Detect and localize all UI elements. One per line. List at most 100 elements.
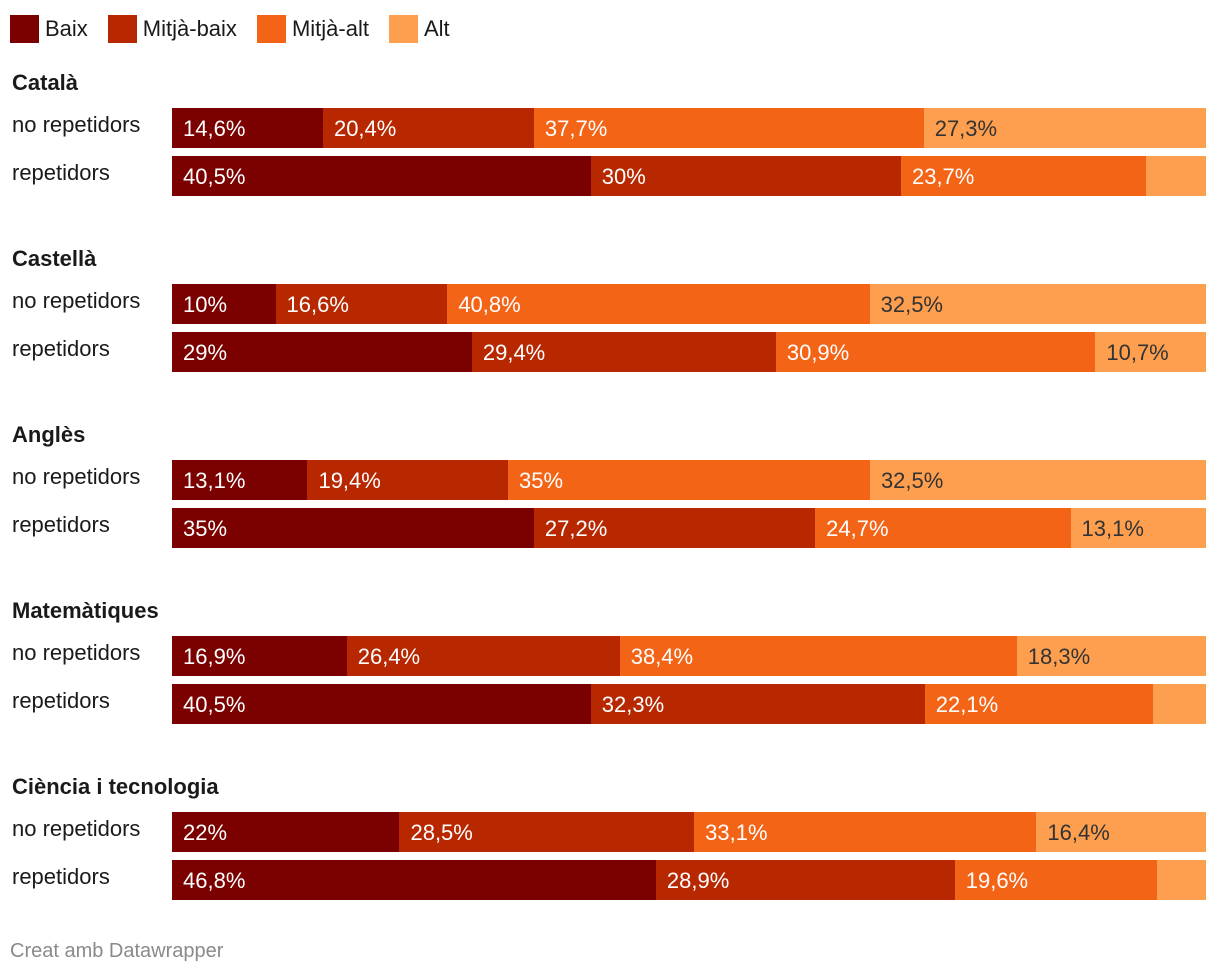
data-label: 13,1% [1081,516,1144,541]
bar-segment-baix: 29% [172,332,472,372]
data-label: 38,4% [630,644,694,669]
row-label: repetidors [12,688,110,713]
data-label: 24,7% [826,516,889,541]
bar-segment-baix: 22% [172,812,400,852]
bar-segment-mitjà-alt: 38,4% [619,636,1017,676]
bar-segment-mitjà-baix: 28,5% [399,812,695,852]
data-label: 40,5% [183,164,246,189]
data-label: 35% [519,468,564,493]
bar-row: 29% 29,4% 30,9% 10,7% [172,332,1206,372]
bar-segment-baix: 16,9% [172,636,347,676]
bar-segment-mitjà-baix: 32,3% [590,684,925,724]
bar-row: 13,1% 19,4% 35% 32,5% [172,460,1206,500]
data-label: 23,7% [911,164,975,189]
legend-swatch [107,15,137,43]
legend-item-1: Mitjà-baix [107,15,237,43]
data-label: 35% [183,516,228,541]
bar-segment-alt [1146,156,1206,196]
legend: Baix Mitjà-baix Mitjà-alt Alt [10,14,470,44]
legend-label: Baix [45,16,88,41]
bar-segment-mitjà-alt: 37,7% [533,108,924,148]
data-label: 32,3% [601,692,665,717]
bar-segment-mitjà-alt: 22,1% [924,684,1154,724]
legend-swatch [10,15,39,43]
row-label: repetidors [12,160,110,185]
data-label: 37,7% [544,116,608,141]
bar-segment-mitjà-alt: 24,7% [815,508,1071,548]
bar-segment-alt: 32,5% [869,460,1206,500]
data-label: 30,9% [786,340,850,365]
bar-row: 46,8% 28,9% 19,6% [172,860,1206,900]
bar-row: 35% 27,2% 24,7% 13,1% [172,508,1206,548]
data-label: 16,6% [286,292,349,317]
data-label: 33,1% [705,820,768,845]
data-label: 18,3% [1027,644,1091,669]
bar-segment-alt: 32,5% [869,284,1206,324]
group-title: Català [12,70,79,95]
bar-segment-baix: 14,6% [172,108,323,148]
legend-item-0: Baix [10,15,88,43]
bar-segment-baix: 46,8% [172,860,656,900]
bar-segment-mitjà-alt: 33,1% [694,812,1037,852]
bar-segment-baix: 40,5% [172,684,591,724]
bar-segment-baix: 13,1% [172,460,308,500]
data-label: 27,2% [544,516,608,541]
data-label: 28,5% [410,820,473,845]
bar-segment-alt: 16,4% [1036,812,1206,852]
stacked-bar-chart: Català no repetidors 14,6% 20,4% 37,7% 27,3% r… [12,70,1206,900]
data-label: 46,8% [183,868,246,893]
group-title: Ciència i tecnologia [12,774,219,799]
bar-segment-mitjà-alt: 23,7% [900,156,1147,196]
row-label: no repetidors [12,464,141,489]
data-label: 30% [601,164,646,189]
legend-item-3: Alt [388,15,450,43]
legend-swatch [388,15,418,43]
bar-segment-alt [1157,860,1206,900]
data-label: 19,4% [318,468,381,493]
bar-segment-baix: 35% [172,508,534,548]
data-label: 27,3% [934,116,998,141]
bar-segment-baix: 10% [172,284,276,324]
bar-row: 16,9% 26,4% 38,4% 18,3% [172,636,1206,676]
bar-segment-mitjà-baix: 20,4% [322,108,534,148]
bar-row: 22% 28,5% 33,1% 16,4% [172,812,1206,852]
legend-label: Mitjà-alt [291,16,369,41]
row-label: repetidors [12,864,110,889]
bar-segment-alt [1153,684,1206,724]
data-label: 40,8% [458,292,521,317]
footer-credit: Creat amb Datawrapper [10,940,224,962]
bar-row: 40,5% 30% 23,7% [172,156,1206,196]
data-label: 19,6% [965,868,1029,893]
group-title: Anglès [12,422,86,447]
row-label: no repetidors [12,640,141,665]
row-label: repetidors [12,336,110,361]
legend-label: Mitjà-baix [142,16,237,41]
data-label: 16,9% [183,644,246,669]
data-label: 14,6% [183,116,246,141]
bar-segment-mitjà-baix: 26,4% [346,636,620,676]
bar-row: 40,5% 32,3% 22,1% [172,684,1206,724]
bar-row: 14,6% 20,4% 37,7% 27,3% [172,108,1206,148]
bar-segment-mitjà-alt: 40,8% [447,284,870,324]
bar-segment-mitjà-alt: 35% [508,460,870,500]
bar-segment-mitjà-baix: 29,4% [471,332,776,372]
bar-segment-mitjà-baix: 19,4% [307,460,509,500]
bar-segment-mitjà-baix: 30% [590,156,901,196]
group-title: Castellà [12,246,97,271]
legend-label: Alt [423,16,450,41]
group-title: Matemàtiques [12,598,159,623]
data-label: 29,4% [482,340,546,365]
data-label: 22% [183,820,228,845]
data-label: 28,9% [666,868,730,893]
data-label: 29% [183,340,228,365]
row-label: no repetidors [12,816,141,841]
row-label: repetidors [12,512,110,537]
legend-swatch [256,15,286,43]
bar-segment-mitjà-baix: 27,2% [533,508,816,548]
bar-row: 10% 16,6% 40,8% 32,5% [172,284,1206,324]
bar-segment-mitjà-baix: 16,6% [275,284,448,324]
row-label: no repetidors [12,288,141,313]
data-label: 16,4% [1047,820,1110,845]
data-label: 32,5% [880,468,944,493]
data-label: 32,5% [880,292,943,317]
